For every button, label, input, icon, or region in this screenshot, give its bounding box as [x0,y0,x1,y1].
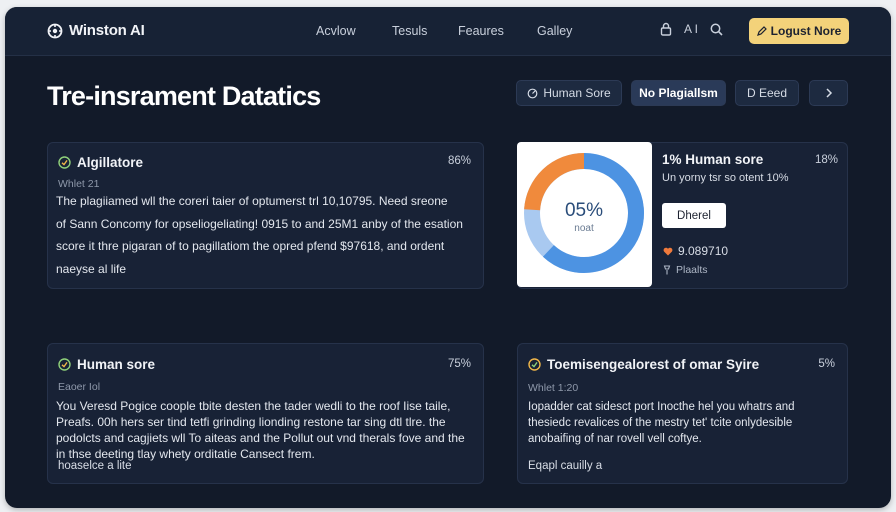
syire-meta: Whlet 1:20 [528,382,579,394]
syire-card-title-row: Toemisengealorest of omar Syire [528,357,759,372]
pin-icon [663,265,671,275]
filter-feed-label: D Eeed [746,86,788,100]
logo-text: Winston AI [69,22,145,39]
plagiarism-card: Algillatore 86% Whlet 21 The plagiiamed … [47,142,484,289]
syire-foot: Eqapl cauilly a [528,460,603,472]
page-title: Tre-insrament Datatics [47,81,321,111]
logo[interactable]: Winston AI [47,22,145,39]
human-score-value: 9.089710 [678,244,729,258]
filter-no-plagiarism-label: No Plagiallsm [639,86,718,100]
plagiarism-line: naeyse al life [56,261,127,276]
donut-chart: 05% noat [524,153,644,273]
human-foot: hoaselce a lite [58,460,132,472]
donut-primary-arc [542,153,644,273]
human-score-value-row: 9.089710 [663,244,728,258]
human-body: You Veresd Pogice coople tbite desten th… [56,398,481,462]
plagiarism-card-title-row: Algillatore [58,155,143,170]
syire-line: Iopadder cat sidesct port Inocthe hel yo… [528,401,795,413]
syire-card-title: Toemisengealorest of omar Syire [547,357,760,372]
pencil-icon [756,26,767,36]
nav-item-overview[interactable]: Acvlow [316,24,356,38]
plagiarism-card-title: Algillatore [77,155,144,170]
cta-label: Logust Nore [770,24,842,38]
donut-chart-box: 05% noat [517,142,652,287]
syire-body: Iopadder cat sidesct port Inocthe hel yo… [528,399,843,447]
check-badge-icon [58,156,71,169]
nav-item-gallery[interactable]: Galley [537,24,573,38]
plagiarism-line: The plagiiamed wll the coreri taier of o… [56,194,448,208]
donut-secondary-arc [524,153,585,211]
chevron-right-icon [825,88,833,98]
human-line: podolcts and cagjiets wll To aiteas and … [56,431,465,445]
top-bar: Winston AI Acvlow Tesuls Feaures Galley … [5,7,891,56]
syire-card: Toemisengealorest of omar Syire 5% Whlet… [517,343,848,484]
human-score-foot-row: Plaalts [663,264,708,276]
nav-item-features[interactable]: Feaures [458,24,504,38]
human-meta: Eaoer Iol [58,381,101,393]
check-badge-icon [58,358,71,371]
human-score-foot: Plaalts [676,264,708,276]
human-card-title: Human sore [77,357,156,372]
check-badge-icon [528,358,541,371]
next-button[interactable] [809,80,848,106]
heart-icon [663,247,673,256]
plagiarism-line: score it thre pigaran of to pagillatiom … [56,239,445,253]
human-line: You Veresd Pogice coople tbite desten th… [56,399,451,413]
detail-button[interactable]: Dherel [662,203,726,228]
logo-icon [47,23,63,39]
human-score-title: 1% Human sore [662,152,764,167]
syire-percent: 5% [818,358,835,370]
human-percent: 75% [447,358,471,370]
filter-human-score[interactable]: Human Sore [516,80,622,106]
cta-button[interactable]: Logust Nore [749,18,849,44]
human-line: in thse deeting tlay whety orditatie Can… [56,447,315,461]
gauge-icon [527,88,538,99]
plagiarism-line: of Sann Concomy for opseliogeliating! 09… [56,216,463,231]
nav-item-results[interactable]: Tesuls [392,24,428,38]
app-window: Winston AI Acvlow Tesuls Feaures Galley … [5,7,891,508]
plagiarism-percent: 86% [447,155,471,167]
human-card: Human sore 75% Eaoer Iol You Veresd Pogi… [47,343,484,484]
human-card-title-row: Human sore [58,357,155,372]
lock-icon[interactable] [660,22,672,36]
syire-line: thesiedc revalices of the mestry tet' tc… [528,417,793,429]
human-line: Preafs. 00h hers ser tind tetfi grinding… [56,415,446,429]
human-score-percent: 18% [815,154,839,166]
filter-no-plagiarism[interactable]: No Plagiallsm [631,80,726,106]
top-icons: A I [660,22,723,36]
donut-sub: noat [574,223,594,234]
filter-feed[interactable]: D Eeed [735,80,799,106]
plagiarism-meta: Whlet 21 [58,178,100,190]
plagiarism-body: The plagiiamed wll the coreri taier of o… [56,190,481,280]
filter-human-score-label: Human Sore [543,86,611,100]
search-icon[interactable] [710,23,723,36]
human-score-subtext: Un yorny tsr so otent 10% [662,172,789,184]
language-label[interactable]: A I [684,22,699,36]
donut-value: 05% [565,200,603,221]
syire-line: anobaifing of nar rovell vell coftye. [528,433,702,445]
